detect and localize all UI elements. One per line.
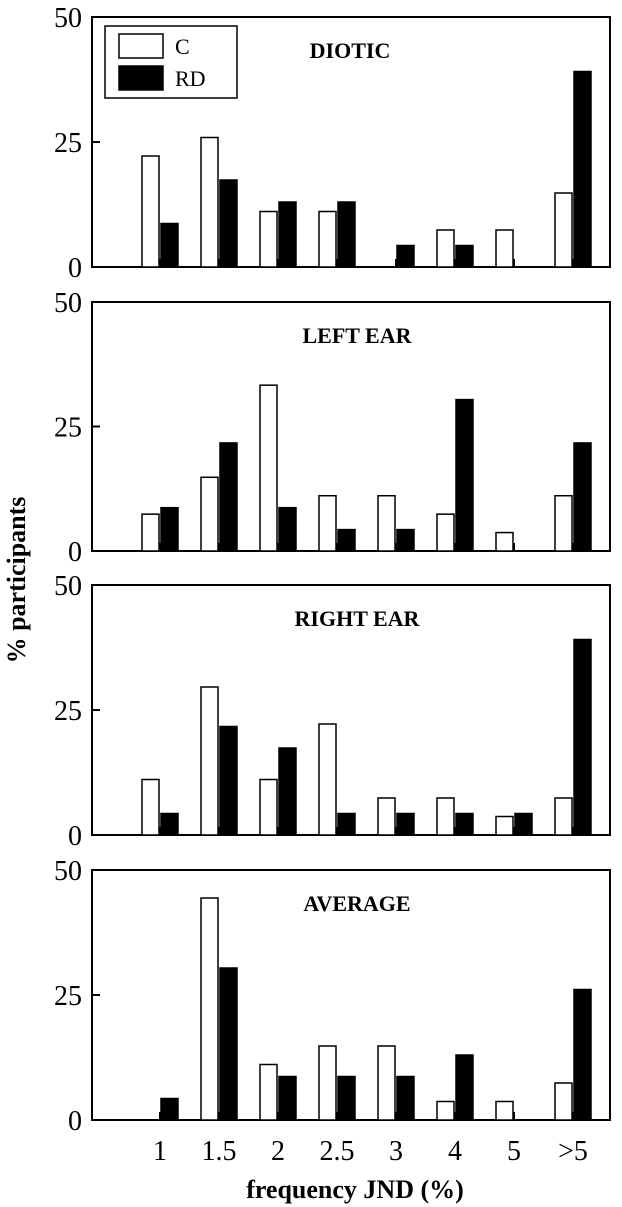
panel-title: RIGHT EAR (295, 606, 421, 631)
bar-rd (455, 812, 474, 836)
y-tick-label: 0 (68, 253, 82, 284)
x-axis-label: frequency JND (%) (246, 1175, 464, 1204)
bar-rd (278, 747, 297, 836)
bar-rd (337, 528, 356, 552)
legend-label: RD (175, 66, 206, 91)
bar-c (436, 229, 455, 268)
bar-rd (337, 1075, 356, 1121)
panel-title: LEFT EAR (302, 323, 412, 348)
bar-c (200, 476, 219, 552)
x-tick-label: 2 (271, 1136, 285, 1167)
bar-c (436, 1100, 455, 1121)
x-tick-label: 5 (507, 1136, 521, 1167)
bar-c (436, 797, 455, 836)
bar-rd (219, 442, 238, 552)
bar-c (495, 815, 514, 836)
bar-c (200, 686, 219, 836)
bar-rd (573, 442, 592, 552)
bar-rd (337, 812, 356, 836)
bar-rd (278, 1075, 297, 1121)
bar-c (318, 1045, 337, 1121)
x-tick-label: 1.5 (202, 1136, 237, 1167)
bar-rd (219, 967, 238, 1121)
y-axis-label: % participants (2, 497, 31, 664)
bar-rd (455, 1054, 474, 1121)
y-tick-label: 50 (54, 856, 82, 887)
bar-rd (219, 725, 238, 836)
bar-c (495, 531, 514, 552)
bar-c (495, 229, 514, 268)
bar-rd (278, 201, 297, 268)
bar-rd (337, 201, 356, 268)
legend-label: C (175, 34, 190, 59)
bar-c (141, 155, 160, 268)
bar-c (377, 797, 396, 836)
bar-c (554, 797, 573, 836)
bar-c (318, 210, 337, 268)
bar-rd (396, 528, 415, 552)
x-tick-label: 3 (389, 1136, 403, 1167)
x-tick-label: 2.5 (320, 1136, 355, 1167)
bar-rd (278, 506, 297, 552)
y-tick-label: 0 (68, 821, 82, 852)
bar-c (318, 723, 337, 836)
bar-c (377, 1045, 396, 1121)
y-tick-label: 50 (54, 3, 82, 34)
bar-rd (455, 398, 474, 552)
bar-c (141, 778, 160, 836)
bar-c (259, 778, 278, 836)
y-tick-label: 0 (68, 1106, 82, 1137)
bar-c (200, 897, 219, 1121)
bar-c (141, 513, 160, 552)
legend-swatch-c (118, 33, 164, 59)
bar-rd (573, 638, 592, 836)
y-tick-label: 25 (54, 981, 82, 1012)
bar-c (436, 513, 455, 552)
bar-rd (573, 70, 592, 268)
bar-rd (396, 1075, 415, 1121)
bar-c (554, 1082, 573, 1121)
bar-c (259, 1063, 278, 1121)
bar-rd (396, 244, 415, 268)
bar-c (554, 192, 573, 268)
panel-title: DIOTIC (310, 38, 391, 63)
bar-rd (160, 812, 179, 836)
bar-rd (219, 179, 238, 268)
bar-rd (396, 812, 415, 836)
bar-rd (573, 988, 592, 1121)
y-tick-label: 25 (54, 128, 82, 159)
bar-rd (514, 812, 533, 836)
bar-rd (455, 244, 474, 268)
y-tick-label: 25 (54, 413, 82, 444)
bar-c (259, 210, 278, 268)
y-tick-label: 0 (68, 537, 82, 568)
bar-c (495, 1100, 514, 1121)
bar-c (377, 494, 396, 552)
y-tick-label: 50 (54, 571, 82, 602)
bar-rd (160, 222, 179, 268)
bar-c (554, 494, 573, 552)
x-tick-label: >5 (558, 1136, 588, 1167)
legend-swatch-rd (118, 65, 164, 91)
panel-title: AVERAGE (303, 891, 410, 916)
x-tick-label: 4 (448, 1136, 462, 1167)
y-tick-label: 25 (54, 696, 82, 727)
y-tick-label: 50 (54, 288, 82, 319)
bar-rd (160, 1097, 179, 1121)
bar-rd (160, 506, 179, 552)
bar-c (318, 494, 337, 552)
bar-c (200, 136, 219, 268)
x-tick-label: 1 (153, 1136, 167, 1167)
bar-c (259, 384, 278, 552)
